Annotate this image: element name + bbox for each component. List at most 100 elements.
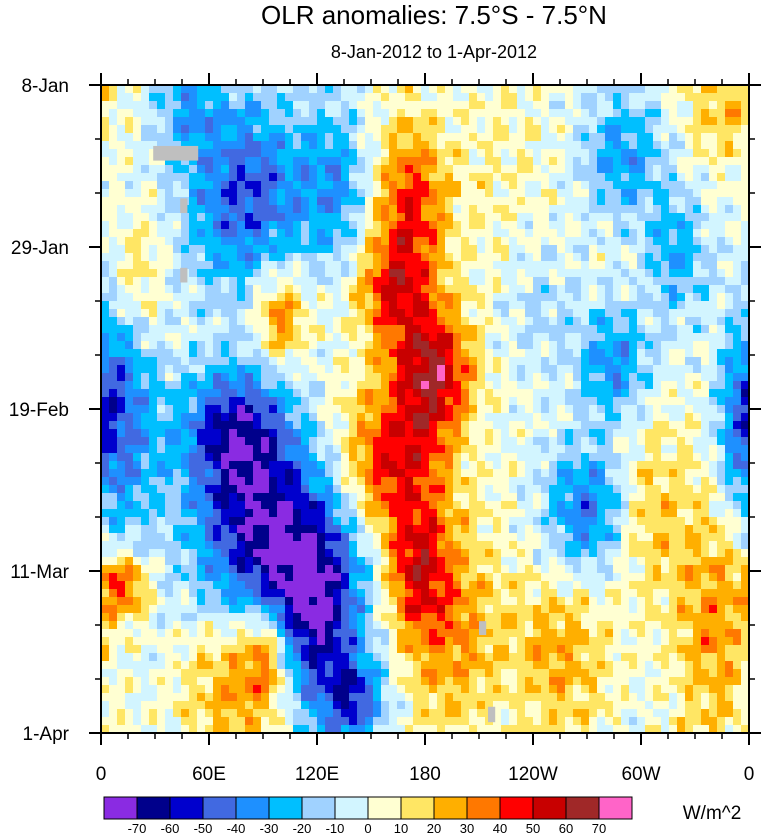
- heatmap-cell: [629, 213, 638, 222]
- heatmap-cell: [453, 157, 462, 166]
- heatmap-cell: [629, 125, 638, 134]
- heatmap-cell: [389, 341, 398, 350]
- heatmap-cell: [101, 413, 110, 422]
- heatmap-cell: [533, 173, 542, 182]
- heatmap-cell: [597, 245, 606, 254]
- heatmap-cell: [125, 509, 134, 518]
- heatmap-cell: [653, 541, 662, 550]
- heatmap-cell: [637, 165, 646, 174]
- heatmap-cell: [101, 573, 110, 582]
- heatmap-cell: [357, 205, 366, 214]
- heatmap-cell: [637, 189, 646, 198]
- heatmap-cell: [741, 461, 750, 470]
- heatmap-cell: [685, 269, 694, 278]
- heatmap-cell: [517, 405, 526, 414]
- heatmap-cell: [525, 325, 534, 334]
- heatmap-cell: [709, 445, 718, 454]
- heatmap-cell: [389, 205, 398, 214]
- heatmap-cell: [261, 197, 270, 206]
- heatmap-cell: [565, 229, 574, 238]
- heatmap-cell: [421, 101, 430, 110]
- heatmap-cell: [197, 285, 206, 294]
- heatmap-cell: [605, 157, 614, 166]
- heatmap-cell: [485, 165, 494, 174]
- heatmap-cell: [573, 389, 582, 398]
- heatmap-cell: [133, 365, 142, 374]
- heatmap-cell: [173, 285, 182, 294]
- heatmap-cell: [589, 141, 598, 150]
- heatmap-cell: [269, 269, 278, 278]
- heatmap-cell: [253, 469, 262, 478]
- heatmap-cell: [373, 149, 382, 158]
- heatmap-cell: [485, 477, 494, 486]
- heatmap-cell: [661, 437, 670, 446]
- heatmap-cell: [141, 197, 150, 206]
- heatmap-cell: [421, 573, 430, 582]
- heatmap-cell: [669, 373, 678, 382]
- heatmap-cell: [357, 237, 366, 246]
- heatmap-cell: [589, 389, 598, 398]
- heatmap-cell: [597, 517, 606, 526]
- heatmap-cell: [429, 293, 438, 302]
- heatmap-cell: [613, 565, 622, 574]
- heatmap-cell: [693, 269, 702, 278]
- heatmap-cell: [205, 133, 214, 142]
- heatmap-cell: [181, 117, 190, 126]
- heatmap-cell: [437, 365, 446, 374]
- heatmap-cell: [677, 229, 686, 238]
- heatmap-cell: [661, 565, 670, 574]
- heatmap-cell: [181, 373, 190, 382]
- heatmap-cell: [149, 365, 158, 374]
- heatmap-cell: [445, 197, 454, 206]
- heatmap-cell: [541, 381, 550, 390]
- heatmap-cell: [165, 181, 174, 190]
- heatmap-cell: [221, 149, 230, 158]
- heatmap-cell: [301, 405, 310, 414]
- heatmap-cell: [469, 501, 478, 510]
- heatmap-cell: [581, 189, 590, 198]
- heatmap-cell: [373, 245, 382, 254]
- heatmap-cell: [117, 229, 126, 238]
- heatmap-cell: [701, 429, 710, 438]
- heatmap-cell: [197, 189, 206, 198]
- heatmap-cell: [557, 501, 566, 510]
- heatmap-cell: [109, 573, 118, 582]
- heatmap-cell: [509, 229, 518, 238]
- heatmap-cell: [517, 381, 526, 390]
- heatmap-cell: [637, 469, 646, 478]
- heatmap-cell: [349, 525, 358, 534]
- heatmap-cell: [421, 85, 430, 94]
- heatmap-cell: [261, 157, 270, 166]
- heatmap-cell: [325, 357, 334, 366]
- heatmap-cell: [309, 173, 318, 182]
- heatmap-cell: [477, 381, 486, 390]
- heatmap-cell: [381, 381, 390, 390]
- heatmap-cell: [453, 565, 462, 574]
- heatmap-cell: [285, 125, 294, 134]
- heatmap-cell: [189, 405, 198, 414]
- heatmap-cell: [301, 517, 310, 526]
- heatmap-cell: [181, 309, 190, 318]
- heatmap-cell: [597, 509, 606, 518]
- heatmap-cell: [421, 117, 430, 126]
- heatmap-cell: [149, 373, 158, 382]
- heatmap-cell: [605, 277, 614, 286]
- heatmap-cell: [509, 565, 518, 574]
- heatmap-cell: [229, 309, 238, 318]
- heatmap-cell: [445, 509, 454, 518]
- heatmap-cell: [437, 317, 446, 326]
- heatmap-cell: [437, 389, 446, 398]
- heatmap-cell: [277, 133, 286, 142]
- heatmap-cell: [285, 389, 294, 398]
- heatmap-cell: [213, 381, 222, 390]
- heatmap-cell: [645, 213, 654, 222]
- heatmap-cell: [429, 477, 438, 486]
- heatmap-cell: [637, 421, 646, 430]
- heatmap-cell: [741, 269, 750, 278]
- heatmap-cell: [141, 533, 150, 542]
- heatmap-cell: [149, 509, 158, 518]
- heatmap-cell: [173, 381, 182, 390]
- heatmap-cell: [341, 397, 350, 406]
- heatmap-cell: [725, 493, 734, 502]
- heatmap-cell: [373, 469, 382, 478]
